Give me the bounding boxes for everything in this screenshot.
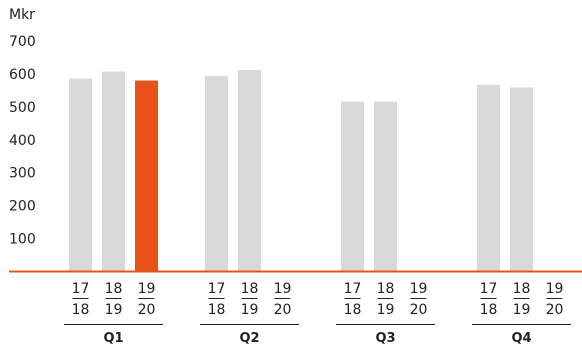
x-period-top-label: 19 xyxy=(274,281,292,297)
x-period-top-label: 19 xyxy=(410,281,428,297)
quarter-label: Q4 xyxy=(511,331,531,346)
bar-q1-18-19 xyxy=(102,72,125,272)
bar-q4-18-19 xyxy=(510,87,533,271)
x-period-bottom-label: 18 xyxy=(208,302,226,318)
x-period-top-label: 18 xyxy=(105,281,123,297)
x-period-bottom-label: 19 xyxy=(513,302,531,318)
x-period-bottom-label: 20 xyxy=(138,302,156,318)
x-axis-labels: 17 18 18 19 19 20 Q1 17 18 18 19 19 20 Q2 17 18 18 19 19 20… xyxy=(64,281,571,346)
x-period-top-label: 18 xyxy=(513,281,531,297)
bar-q1-19-20 xyxy=(135,81,158,272)
bar-q3-18-19 xyxy=(374,102,397,272)
x-period-bottom-label: 20 xyxy=(274,302,292,318)
bar-q2-17-18 xyxy=(205,76,228,272)
bars xyxy=(69,70,533,272)
bar-q3-17-18 xyxy=(341,102,364,272)
x-period-top-label: 17 xyxy=(208,281,226,297)
x-period-top-label: 19 xyxy=(546,281,564,297)
y-axis-unit-label: Mkr xyxy=(9,7,35,23)
y-tick-label: 700 xyxy=(9,34,36,50)
y-tick-label: 500 xyxy=(9,100,36,116)
quarter-label: Q1 xyxy=(103,331,123,346)
y-tick-label: 200 xyxy=(9,199,36,215)
x-period-bottom-label: 19 xyxy=(241,302,259,318)
x-period-top-label: 17 xyxy=(480,281,498,297)
x-period-bottom-label: 18 xyxy=(344,302,362,318)
x-period-bottom-label: 18 xyxy=(480,302,498,318)
x-period-bottom-label: 18 xyxy=(72,302,90,318)
y-tick-label: 300 xyxy=(9,166,36,182)
y-tick-label: 400 xyxy=(9,133,36,149)
x-period-bottom-label: 19 xyxy=(377,302,395,318)
bar-q2-18-19 xyxy=(238,70,261,272)
bar-q1-17-18 xyxy=(69,79,92,272)
x-period-bottom-label: 20 xyxy=(546,302,564,318)
quarter-label: Q2 xyxy=(239,331,259,346)
x-period-top-label: 18 xyxy=(241,281,259,297)
quarter-label: Q3 xyxy=(375,331,395,346)
x-period-top-label: 18 xyxy=(377,281,395,297)
bar-q4-17-18 xyxy=(477,85,500,272)
x-period-top-label: 19 xyxy=(138,281,156,297)
x-period-bottom-label: 19 xyxy=(105,302,123,318)
x-period-top-label: 17 xyxy=(72,281,90,297)
y-tick-label: 600 xyxy=(9,67,36,83)
y-axis-ticks: 700 600 500 400 300 200 100 xyxy=(9,34,36,248)
x-period-bottom-label: 20 xyxy=(410,302,428,318)
x-period-top-label: 17 xyxy=(344,281,362,297)
y-tick-label: 100 xyxy=(9,232,36,248)
